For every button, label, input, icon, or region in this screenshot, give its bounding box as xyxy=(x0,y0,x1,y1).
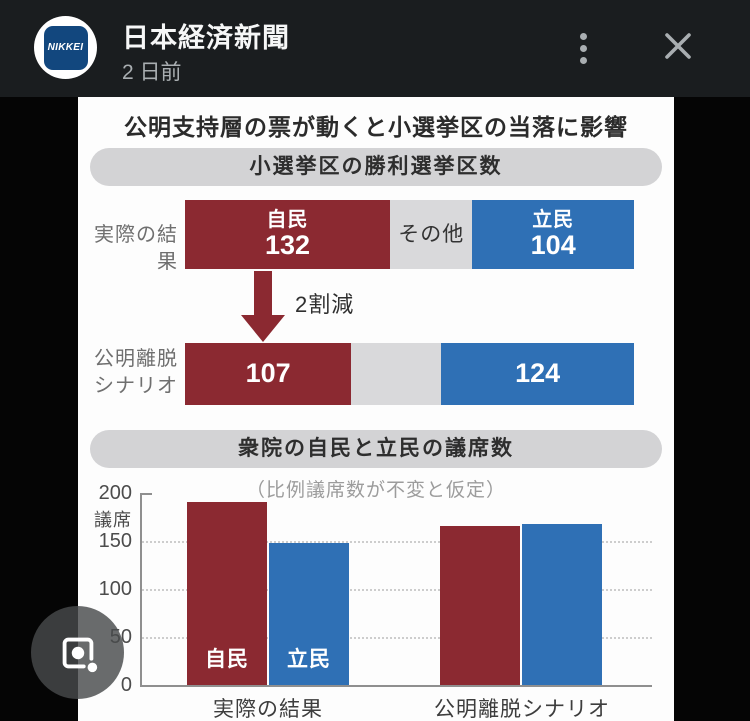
source-header: NIKKEI 日本経済新聞 2 日前 xyxy=(0,0,750,97)
decrease-label: 2割減 xyxy=(295,292,355,317)
segment-立民: 立民 104 xyxy=(472,200,634,269)
bar-実際の結果-立民: 立民 xyxy=(269,543,349,685)
segment-立民: 124 xyxy=(441,343,634,405)
decrease-annotation: 2割減 xyxy=(241,271,411,343)
gridline-150 xyxy=(142,541,652,543)
y-axis-line xyxy=(140,493,142,687)
y-axis-top-tick xyxy=(142,493,152,495)
y-tick-200: 200 xyxy=(98,482,132,504)
article-infographic[interactable]: 公明支持層の票が動くと小選挙区の当落に影響 小選挙区の勝利選挙区数 実際の結果 … xyxy=(78,97,674,721)
source-title: 日本経済新聞 xyxy=(122,23,290,53)
y-axis-label: 議席 xyxy=(94,510,132,530)
bar-chart-subtitle: （比例議席数が不変と仮定） xyxy=(245,480,506,501)
infographic-title: 公明支持層の票が動くと小選挙区の当落に影響 xyxy=(124,114,628,140)
bar-実際の結果-自民: 自民 xyxy=(187,502,267,685)
camera-icon xyxy=(62,637,97,672)
nikkei-logo[interactable]: NIKKEI xyxy=(34,16,97,79)
bar-公明離脱シナリオ-自民 xyxy=(440,526,520,685)
segment-その他 xyxy=(351,343,442,405)
camera-search-button[interactable] xyxy=(31,606,124,699)
bar-chart-banner: 衆院の自民と立民の議席数 xyxy=(90,430,662,468)
segment-自民: 107 xyxy=(185,343,352,405)
stacked-row-scenario: 107 124 xyxy=(185,343,634,405)
gridline-100 xyxy=(142,589,652,591)
segment-value: 132 xyxy=(265,229,311,260)
bar-party-label: 立民 xyxy=(287,648,331,671)
x-category-scenario: 公明離脱シナリオ xyxy=(434,698,610,721)
stacked-chart-banner: 小選挙区の勝利選挙区数 xyxy=(90,148,662,186)
x-axis-line xyxy=(140,685,652,687)
more-options-icon[interactable] xyxy=(570,23,596,73)
gridline-50 xyxy=(142,637,652,639)
x-category-actual: 実際の結果 xyxy=(213,698,323,721)
source-timestamp: 2 日前 xyxy=(122,61,182,84)
segment-name: その他 xyxy=(398,222,465,246)
segment-name: 自民 xyxy=(266,208,309,231)
nikkei-logo-text: NIKKEI xyxy=(47,42,84,53)
row-label-actual: 実際の結果 xyxy=(94,224,178,273)
segment-value: 104 xyxy=(530,229,576,260)
segment-その他: その他 xyxy=(390,200,473,269)
segment-name: 立民 xyxy=(532,208,575,231)
stacked-row-actual: 自民 132 その他 立民 104 xyxy=(185,200,634,269)
y-tick-150: 150 xyxy=(98,530,132,552)
y-tick-0: 0 xyxy=(120,674,132,696)
bar-party-label: 自民 xyxy=(205,648,249,671)
segment-value: 124 xyxy=(515,358,561,389)
down-arrow-icon xyxy=(241,271,285,342)
segment-value: 107 xyxy=(245,358,291,389)
bar-公明離脱シナリオ-立民 xyxy=(522,524,602,685)
nikkei-logo-square: NIKKEI xyxy=(43,25,88,70)
segment-自民: 自民 132 xyxy=(185,200,391,269)
y-tick-100: 100 xyxy=(98,578,132,600)
close-icon[interactable] xyxy=(655,23,701,69)
row-label-scenario: 公明離脱シナリオ xyxy=(94,348,178,397)
